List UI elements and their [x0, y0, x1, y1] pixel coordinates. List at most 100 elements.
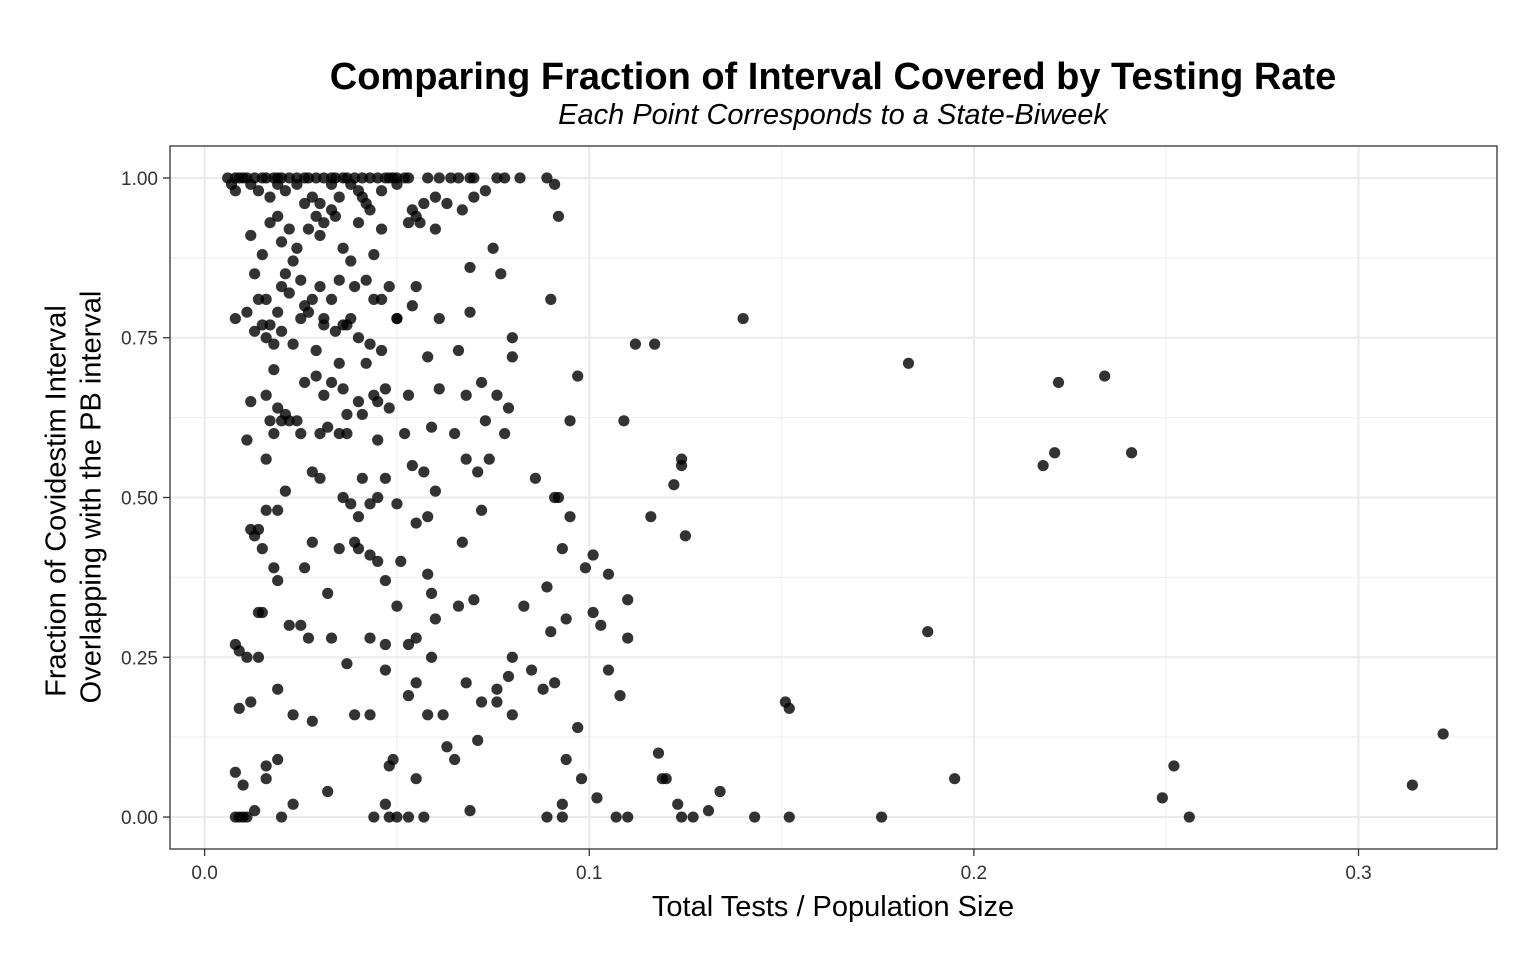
- data-point: [314, 472, 326, 484]
- data-point: [237, 779, 249, 791]
- data-point: [314, 281, 326, 293]
- data-point: [352, 511, 365, 523]
- data-point: [283, 287, 295, 299]
- data-point: [572, 370, 584, 382]
- data-point: [310, 370, 322, 382]
- data-point: [460, 389, 472, 401]
- x-tick-label: 0.0: [191, 863, 217, 884]
- data-point: [287, 338, 299, 350]
- data-point: [391, 811, 403, 823]
- data-point: [272, 504, 284, 516]
- data-point: [468, 172, 480, 184]
- data-point: [433, 383, 445, 395]
- data-point: [475, 376, 488, 389]
- data-point: [295, 619, 307, 631]
- data-point: [245, 178, 257, 190]
- data-point: [422, 172, 434, 184]
- data-point: [564, 415, 576, 427]
- data-point: [364, 498, 376, 510]
- data-point: [249, 805, 261, 817]
- data-point: [479, 415, 492, 427]
- data-point: [356, 408, 368, 421]
- data-point: [433, 172, 445, 184]
- data-point: [475, 696, 488, 708]
- data-point: [545, 626, 557, 638]
- y-tick-label: 1.00: [121, 169, 158, 190]
- data-point: [333, 191, 345, 203]
- data-point: [949, 773, 961, 785]
- data-point: [579, 562, 592, 574]
- data-point: [545, 293, 557, 305]
- data-point: [406, 300, 418, 312]
- data-point: [241, 811, 253, 823]
- data-point: [295, 312, 307, 325]
- data-point: [383, 281, 395, 293]
- data-point: [383, 402, 395, 414]
- data-point: [372, 491, 384, 504]
- data-point: [429, 191, 441, 203]
- data-point: [329, 210, 341, 222]
- data-point: [422, 709, 434, 721]
- data-point: [783, 811, 795, 823]
- data-point: [268, 364, 280, 376]
- data-point: [491, 683, 503, 695]
- data-point: [375, 344, 388, 357]
- data-point: [675, 453, 688, 465]
- data-point: [249, 325, 261, 337]
- data-point: [279, 268, 291, 280]
- data-point: [702, 805, 715, 817]
- data-point: [306, 466, 318, 478]
- data-point: [402, 389, 415, 401]
- data-point: [922, 626, 934, 638]
- data-point: [564, 511, 576, 523]
- data-point: [291, 242, 303, 254]
- data-point: [337, 242, 349, 254]
- data-point: [552, 491, 565, 504]
- data-point: [714, 785, 726, 798]
- data-point: [468, 594, 480, 606]
- data-point: [260, 293, 272, 305]
- data-point: [306, 293, 318, 305]
- data-point: [483, 453, 495, 465]
- y-tick-label: 0.75: [121, 329, 158, 350]
- data-point: [464, 805, 476, 817]
- data-point: [364, 549, 376, 561]
- data-point: [499, 172, 511, 184]
- data-point: [379, 574, 391, 587]
- data-point: [529, 472, 542, 484]
- data-point: [272, 574, 284, 587]
- data-point: [445, 172, 457, 184]
- data-point: [441, 741, 453, 753]
- x-tick-label: 0.3: [1345, 863, 1371, 884]
- data-point: [264, 415, 276, 427]
- data-point: [391, 312, 403, 325]
- x-tick-label: 0.2: [961, 863, 987, 884]
- y-axis-title-line-1: Fraction of Covidestim Interval: [41, 305, 73, 697]
- data-point: [325, 178, 338, 190]
- y-axis-title: Fraction of Covidestim Interval Overlapp…: [41, 291, 108, 704]
- data-point: [556, 798, 568, 810]
- chart-title: Comparing Fraction of Interval Covered b…: [330, 56, 1336, 98]
- data-point: [402, 690, 415, 702]
- y-axis-title-line-2: Overlapping with the PB interval: [75, 291, 107, 704]
- data-point: [1052, 376, 1065, 389]
- data-point: [491, 172, 503, 184]
- data-point: [314, 427, 326, 440]
- data-point: [318, 319, 330, 331]
- data-point: [356, 191, 368, 203]
- data-point: [264, 319, 276, 331]
- data-point: [272, 306, 284, 318]
- data-point: [672, 798, 684, 810]
- data-point: [514, 172, 526, 184]
- data-point: [302, 223, 315, 235]
- data-point: [383, 811, 395, 823]
- data-point: [375, 185, 388, 197]
- data-point: [402, 172, 415, 184]
- data-point: [310, 172, 322, 184]
- data-point: [306, 715, 318, 727]
- data-point: [1168, 760, 1180, 772]
- data-point: [299, 376, 311, 389]
- data-point: [687, 811, 699, 823]
- data-point: [425, 421, 438, 433]
